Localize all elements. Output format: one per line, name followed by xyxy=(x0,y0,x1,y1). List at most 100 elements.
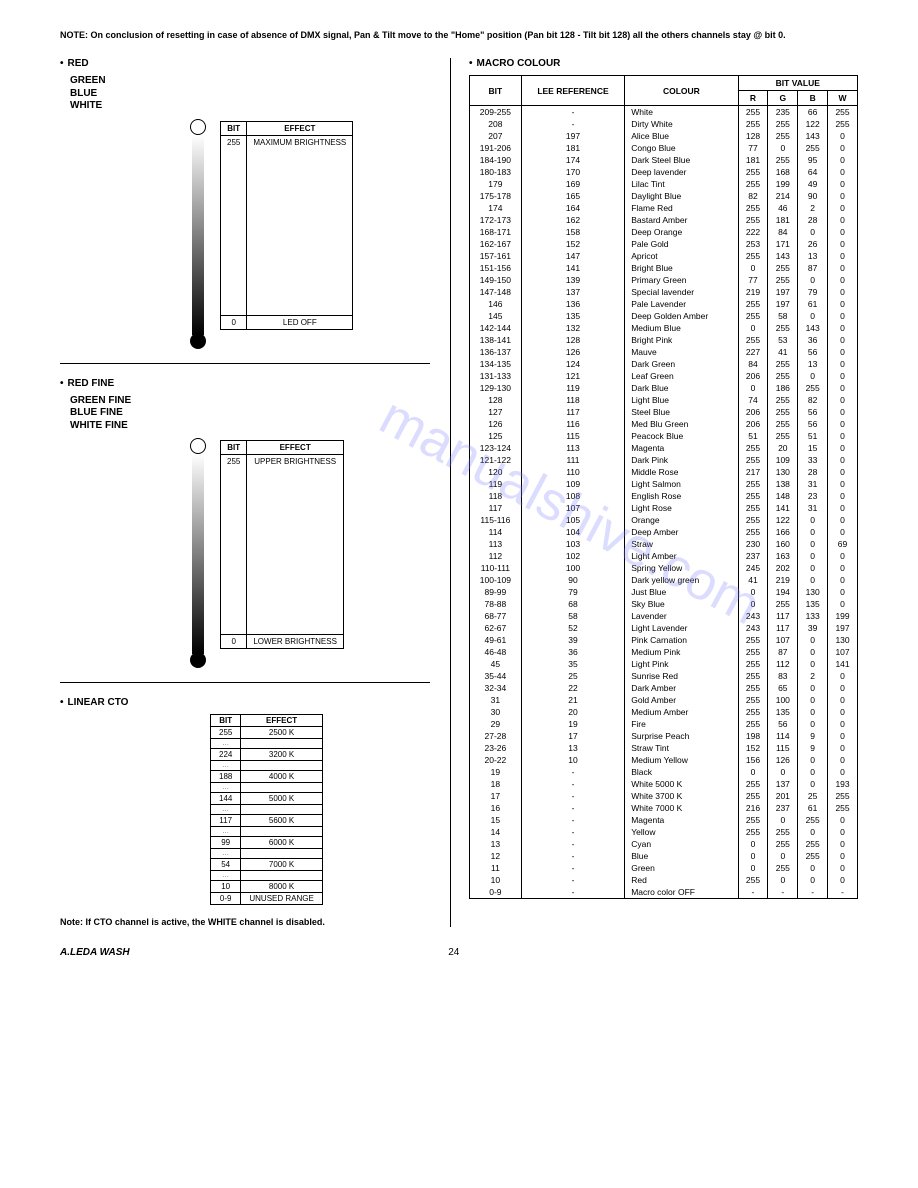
td: 255 xyxy=(738,118,768,130)
th-effect: EFFECT xyxy=(241,715,322,727)
td: Gold Amber xyxy=(625,694,738,706)
td: 0 xyxy=(828,598,858,610)
td: 147 xyxy=(521,250,624,262)
td: 41 xyxy=(768,346,798,358)
td: 0 xyxy=(798,370,828,382)
td: White 3700 K xyxy=(625,790,738,802)
td: 83 xyxy=(768,670,798,682)
td: 130 xyxy=(768,466,798,478)
td: 163 xyxy=(768,550,798,562)
td: 255 xyxy=(738,490,768,502)
td: 128 xyxy=(738,130,768,142)
td: 255 xyxy=(798,142,828,154)
td: 253 xyxy=(738,238,768,250)
td: 122 xyxy=(768,514,798,526)
gradient-icon xyxy=(190,438,206,668)
th-bit: BIT xyxy=(470,76,522,106)
td: 255 xyxy=(738,166,768,178)
td: 128 xyxy=(470,394,522,406)
td: 0 xyxy=(828,514,858,526)
td: 56 xyxy=(768,718,798,730)
th-bitvalue: BIT VALUE xyxy=(738,76,857,91)
td: - xyxy=(768,886,798,899)
td: 0 xyxy=(828,574,858,586)
td: 255 xyxy=(738,718,768,730)
td: 0 xyxy=(798,514,828,526)
td: 255 xyxy=(738,478,768,490)
table-row: 191-206181Congo Blue7702550 xyxy=(470,142,858,154)
td: 56 xyxy=(798,418,828,430)
td: 113 xyxy=(470,538,522,550)
td: 255 xyxy=(768,118,798,130)
td: 202 xyxy=(768,562,798,574)
td: 84 xyxy=(768,226,798,238)
td: 116 xyxy=(521,418,624,430)
td: 164 xyxy=(521,202,624,214)
td: 132 xyxy=(521,322,624,334)
td: 0 xyxy=(828,286,858,298)
td: 136-137 xyxy=(470,346,522,358)
circle-filled-icon xyxy=(190,652,206,668)
td: 172-173 xyxy=(470,214,522,226)
td: 123-124 xyxy=(470,442,522,454)
td: 129-130 xyxy=(470,382,522,394)
td: 165 xyxy=(521,190,624,202)
td: 169 xyxy=(521,178,624,190)
td: 255 xyxy=(798,838,828,850)
td: 0 xyxy=(828,766,858,778)
td: 127 xyxy=(470,406,522,418)
td: 181 xyxy=(738,154,768,166)
td: 23-26 xyxy=(470,742,522,754)
td: Straw Tint xyxy=(625,742,738,754)
td: Apricot xyxy=(625,250,738,262)
td: 2500 K xyxy=(241,727,322,739)
td: Deep Amber xyxy=(625,526,738,538)
td: 0 xyxy=(828,130,858,142)
td: 9 xyxy=(798,730,828,742)
td: Dark yellow green xyxy=(625,574,738,586)
td: 90 xyxy=(521,574,624,586)
td: 255 xyxy=(828,790,858,802)
td: 82 xyxy=(798,394,828,406)
td: 0 xyxy=(828,682,858,694)
td: 117 xyxy=(768,622,798,634)
main-columns: •RED GREEN BLUE WHITE BITEFFECT 255MAXIM… xyxy=(60,58,858,927)
td: 201 xyxy=(768,790,798,802)
td: - xyxy=(798,886,828,899)
td: Mauve xyxy=(625,346,738,358)
td: 117 xyxy=(521,406,624,418)
td: 109 xyxy=(768,454,798,466)
table-row: 142-144132Medium Blue02551430 xyxy=(470,322,858,334)
td: 9 xyxy=(798,742,828,754)
td: 3200 K xyxy=(241,749,322,761)
td: 126 xyxy=(470,418,522,430)
td: 0 xyxy=(828,202,858,214)
table-row: 127117Steel Blue206255560 xyxy=(470,406,858,418)
td: Deep Orange xyxy=(625,226,738,238)
td: 5000 K xyxy=(241,793,322,805)
td: 255 xyxy=(738,106,768,119)
footer: A.LEDA WASH 24 xyxy=(60,947,858,958)
td: 255 xyxy=(738,706,768,718)
td: 0 xyxy=(798,550,828,562)
th-g: G xyxy=(768,91,798,106)
td: 0 xyxy=(828,502,858,514)
td: 0 xyxy=(828,586,858,598)
cto-note: Note: If CTO channel is active, the WHIT… xyxy=(60,917,430,927)
td: 255 xyxy=(738,658,768,670)
td: 255 xyxy=(738,682,768,694)
td: 28 xyxy=(798,466,828,478)
td: Green xyxy=(625,862,738,874)
td: 113 xyxy=(521,442,624,454)
table-row: 168-171158Deep Orange2228400 xyxy=(470,226,858,238)
td: 15 xyxy=(470,814,522,826)
td: Med Blu Green xyxy=(625,418,738,430)
td: 0 xyxy=(828,454,858,466)
td: 255 xyxy=(221,455,247,635)
td: 255 xyxy=(738,694,768,706)
rgbw-label-2: BLUE xyxy=(70,88,430,101)
td: 64 xyxy=(798,166,828,178)
td: 255 xyxy=(768,838,798,850)
td: 0 xyxy=(828,874,858,886)
td: 0 xyxy=(768,766,798,778)
